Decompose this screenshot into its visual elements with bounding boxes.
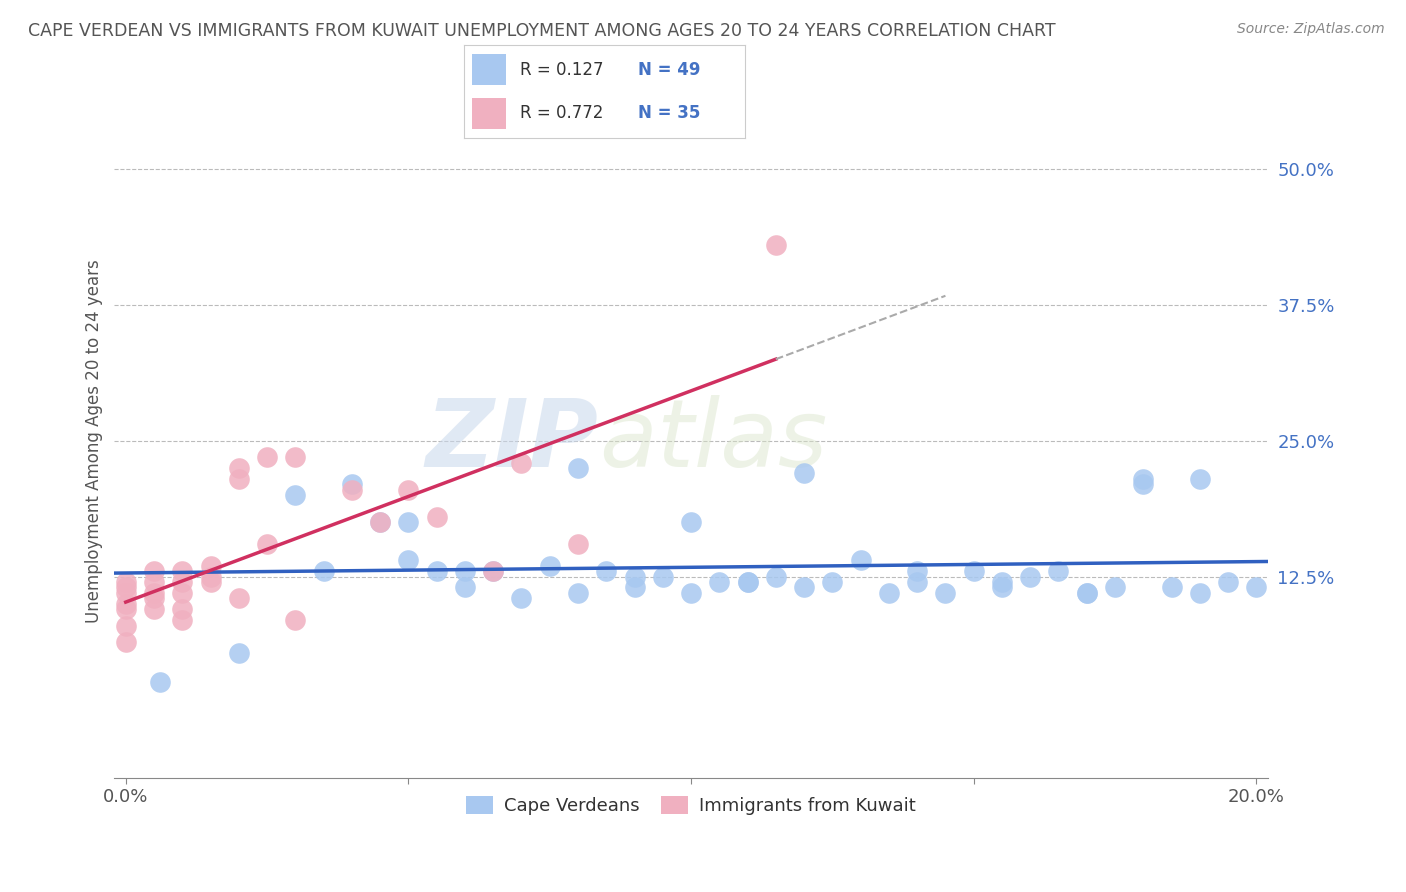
- Point: [312, 564, 335, 578]
- Point: [1076, 586, 1098, 600]
- Point: [114, 602, 136, 616]
- Point: [963, 564, 986, 578]
- Point: [482, 564, 505, 578]
- Point: [567, 586, 589, 600]
- Point: [1246, 581, 1268, 595]
- Text: N = 49: N = 49: [638, 61, 700, 78]
- Point: [849, 553, 872, 567]
- Point: [200, 558, 222, 573]
- Legend: Cape Verdeans, Immigrants from Kuwait: Cape Verdeans, Immigrants from Kuwait: [458, 789, 924, 822]
- Point: [284, 613, 307, 627]
- Point: [340, 483, 363, 497]
- Point: [114, 597, 136, 611]
- Point: [765, 238, 787, 252]
- Point: [228, 472, 250, 486]
- Point: [172, 586, 194, 600]
- Point: [737, 575, 759, 590]
- Point: [396, 516, 419, 530]
- Point: [510, 591, 533, 606]
- Point: [482, 564, 505, 578]
- Point: [709, 575, 731, 590]
- Point: [143, 591, 166, 606]
- Text: R = 0.772: R = 0.772: [520, 104, 603, 122]
- Point: [114, 618, 136, 632]
- Point: [143, 602, 166, 616]
- Point: [877, 586, 900, 600]
- Point: [368, 516, 391, 530]
- Point: [172, 564, 194, 578]
- Point: [256, 537, 278, 551]
- Point: [284, 488, 307, 502]
- Y-axis label: Unemployment Among Ages 20 to 24 years: Unemployment Among Ages 20 to 24 years: [86, 259, 103, 623]
- Point: [200, 575, 222, 590]
- Point: [143, 586, 166, 600]
- Point: [1019, 569, 1042, 583]
- Point: [172, 602, 194, 616]
- Point: [1104, 581, 1126, 595]
- Point: [991, 581, 1014, 595]
- Point: [426, 509, 449, 524]
- Point: [991, 575, 1014, 590]
- Point: [114, 586, 136, 600]
- Point: [679, 516, 702, 530]
- Text: Source: ZipAtlas.com: Source: ZipAtlas.com: [1237, 22, 1385, 37]
- Point: [567, 461, 589, 475]
- Point: [454, 564, 477, 578]
- Point: [623, 581, 645, 595]
- Point: [934, 586, 956, 600]
- Point: [1188, 586, 1211, 600]
- Point: [256, 450, 278, 465]
- Text: N = 35: N = 35: [638, 104, 700, 122]
- Point: [368, 516, 391, 530]
- Point: [454, 581, 477, 595]
- Point: [114, 581, 136, 595]
- Point: [1132, 472, 1154, 486]
- Point: [172, 613, 194, 627]
- Text: R = 0.127: R = 0.127: [520, 61, 603, 78]
- Point: [737, 575, 759, 590]
- Point: [1216, 575, 1239, 590]
- Point: [679, 586, 702, 600]
- Point: [143, 564, 166, 578]
- Point: [284, 450, 307, 465]
- Point: [821, 575, 844, 590]
- Point: [228, 461, 250, 475]
- Point: [172, 575, 194, 590]
- FancyBboxPatch shape: [472, 54, 506, 85]
- Point: [905, 575, 928, 590]
- Point: [567, 537, 589, 551]
- Point: [426, 564, 449, 578]
- Point: [1047, 564, 1070, 578]
- Text: ZIP: ZIP: [426, 395, 599, 487]
- Text: atlas: atlas: [599, 395, 827, 486]
- Point: [1076, 586, 1098, 600]
- Text: CAPE VERDEAN VS IMMIGRANTS FROM KUWAIT UNEMPLOYMENT AMONG AGES 20 TO 24 YEARS CO: CAPE VERDEAN VS IMMIGRANTS FROM KUWAIT U…: [28, 22, 1056, 40]
- Point: [114, 635, 136, 649]
- Point: [793, 581, 815, 595]
- Point: [793, 467, 815, 481]
- FancyBboxPatch shape: [472, 98, 506, 129]
- Point: [905, 564, 928, 578]
- Point: [228, 646, 250, 660]
- Point: [510, 456, 533, 470]
- Point: [1160, 581, 1182, 595]
- Point: [538, 558, 561, 573]
- Point: [228, 591, 250, 606]
- Point: [765, 569, 787, 583]
- Point: [143, 575, 166, 590]
- Point: [200, 569, 222, 583]
- Point: [651, 569, 673, 583]
- Point: [1188, 472, 1211, 486]
- Point: [396, 483, 419, 497]
- Point: [114, 575, 136, 590]
- Point: [623, 569, 645, 583]
- Point: [149, 675, 172, 690]
- Point: [595, 564, 617, 578]
- Point: [1132, 477, 1154, 491]
- Point: [396, 553, 419, 567]
- Point: [340, 477, 363, 491]
